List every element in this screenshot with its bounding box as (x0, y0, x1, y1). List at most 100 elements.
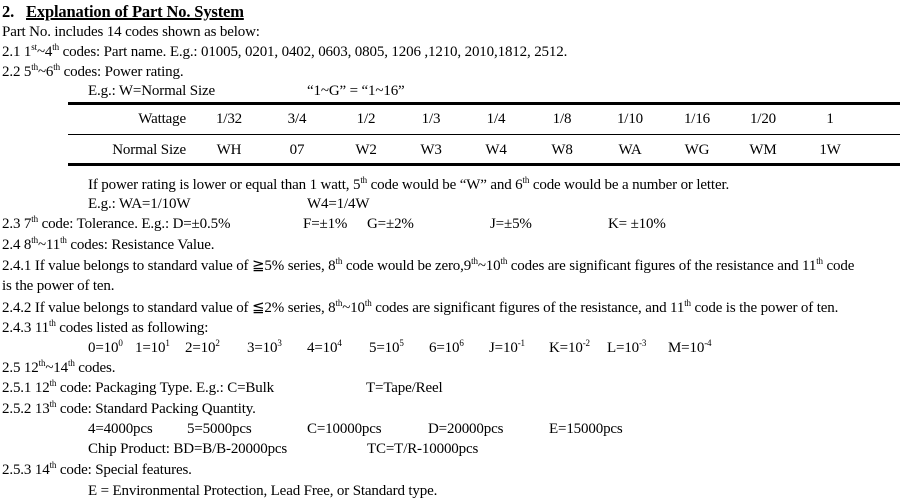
table-cell: WM (749, 142, 777, 158)
text-run: 6=10 (429, 340, 460, 356)
text-line: J=±5% (490, 216, 532, 233)
text-run: 2.2 5 (2, 64, 32, 80)
table-cell: WG (684, 142, 710, 158)
text-run: 2.4.3 11 (2, 320, 49, 336)
text-run: C=10000pcs (307, 421, 382, 437)
text-run: L=10 (607, 340, 640, 356)
text-run: 2.3 7 (2, 216, 32, 232)
superscript: 1 (165, 338, 170, 348)
text-line: “1~G” = “1~16” (307, 83, 405, 100)
superscript: th (522, 175, 530, 185)
superscript: th (31, 235, 38, 245)
text-run: If power rating is lower or equal than 1… (88, 177, 361, 193)
superscript: -4 (704, 338, 712, 348)
text-line: 2.2 5th~6th codes: Power rating. (2, 62, 184, 81)
superscript: th (49, 378, 57, 388)
text-run: 4=10 (307, 340, 338, 356)
text-run: E.g.: WA=1/10W (88, 196, 191, 212)
text-run: K=10 (549, 340, 583, 356)
text-run: code: Tolerance. E.g.: D=±0.5% (37, 216, 231, 232)
superscript: th (53, 62, 60, 72)
text-run: codes. (74, 360, 116, 376)
text-run: W4=1/4W (307, 196, 370, 212)
text-run: code would be zero,9 (342, 258, 472, 274)
superscript: th (335, 256, 343, 266)
text-run: Part No. includes 14 codes shown as belo… (2, 24, 260, 40)
text-line: E.g.: W=Normal Size (88, 83, 215, 100)
text-run: codes listed as following: (55, 320, 209, 336)
table-cell: W4 (485, 142, 507, 158)
text-run: M=10 (668, 340, 705, 356)
text-line: 2.4.3 11th codes listed as following: (2, 319, 209, 337)
text-run: codes: Part name. E.g.: 01005, 0201, 040… (59, 44, 568, 60)
text-run: 3=10 (247, 340, 278, 356)
text-run: 2.4 8 (2, 237, 32, 253)
superscript: 5 (399, 338, 404, 348)
table-cell: 1/8 (552, 111, 572, 127)
text-line: 2.5.2 13th code: Standard Packing Quanti… (2, 399, 256, 418)
superscript: th (31, 62, 38, 72)
table-cell: 1 (826, 111, 834, 127)
superscript: 0 (118, 338, 123, 348)
text-line: E = Environmental Protection, Lead Free,… (88, 483, 437, 500)
text-line: L=10-3 (607, 338, 647, 357)
text-line: 2=102 (185, 339, 220, 357)
superscript: th (49, 399, 57, 409)
text-line: F=±1% (303, 216, 347, 233)
table-cell: W8 (551, 142, 573, 158)
text-run: TC=T/R-10000pcs (367, 441, 479, 457)
text-line: TC=T/R-10000pcs (367, 441, 478, 458)
text-run: 0=10 (88, 340, 119, 356)
text-line: 2.5.3 14th code: Special features. (2, 460, 192, 479)
superscript: th (31, 214, 38, 224)
text-line: J=10-1 (489, 338, 525, 357)
table-top-rule (68, 102, 900, 105)
text-run: F=±1% (303, 216, 348, 232)
text-run: ~10 (342, 300, 365, 316)
table-cell: 07 (289, 142, 305, 158)
superscript: -1 (517, 338, 525, 348)
table-cell: W2 (355, 142, 377, 158)
text-run: ~11 (37, 237, 61, 253)
text-line: 2.4 8th~11th codes: Resistance Value. (2, 235, 215, 254)
superscript: th (684, 298, 691, 308)
table-row-header: Wattage (138, 111, 186, 127)
text-line: 4=104 (307, 338, 342, 357)
table-cell: 1/4 (486, 111, 506, 127)
superscript: -3 (639, 338, 647, 348)
table-cell: W3 (420, 142, 442, 158)
table-middle-rule (68, 134, 900, 135)
text-run: code would be “W” and 6 (367, 177, 523, 193)
text-line: 2.3 7th code: Tolerance. E.g.: D=±0.5% (2, 214, 231, 233)
text-line: 2.1 1st~4th codes: Part name. E.g.: 0100… (2, 42, 568, 61)
text-run: J=±5% (490, 216, 532, 232)
text-run: is the power of ten. (2, 278, 115, 294)
text-run: 2.5.3 14 (2, 462, 50, 478)
superscript: 4 (337, 338, 342, 348)
text-run: E = Environmental Protection, Lead Free,… (88, 483, 438, 499)
text-line: D=20000pcs (428, 421, 503, 438)
text-run: E=15000pcs (549, 421, 623, 437)
text-run: J=10 (489, 340, 518, 356)
text-run: E.g.: W=Normal Size (88, 83, 215, 99)
text-run: 5=5000pcs (187, 421, 252, 437)
text-run: codes are significant figures of the res… (371, 300, 685, 316)
superscript: th (49, 460, 57, 470)
superscript: th (471, 256, 478, 266)
text-line: 2.4.2 If value belongs to standard value… (2, 298, 838, 317)
superscript: th (38, 358, 46, 368)
table-cell: WA (618, 142, 642, 158)
text-run: code: Packaging Type. E.g.: C=Bulk (56, 380, 274, 396)
text-line: W4=1/4W (307, 196, 370, 213)
text-run: Chip Product: BD=B/B-20000pcs (88, 441, 288, 457)
text-run: ~14 (45, 360, 68, 376)
text-run: code (822, 258, 855, 274)
text-line: is the power of ten. (2, 278, 115, 295)
superscript: th (364, 298, 372, 308)
text-run: 2.5.1 12 (2, 380, 50, 396)
text-line: 3=103 (247, 339, 282, 357)
superscript: -2 (582, 338, 590, 348)
superscript: th (52, 42, 59, 52)
text-run: 2.5.2 13 (2, 401, 50, 417)
text-line: 1=101 (135, 338, 170, 357)
